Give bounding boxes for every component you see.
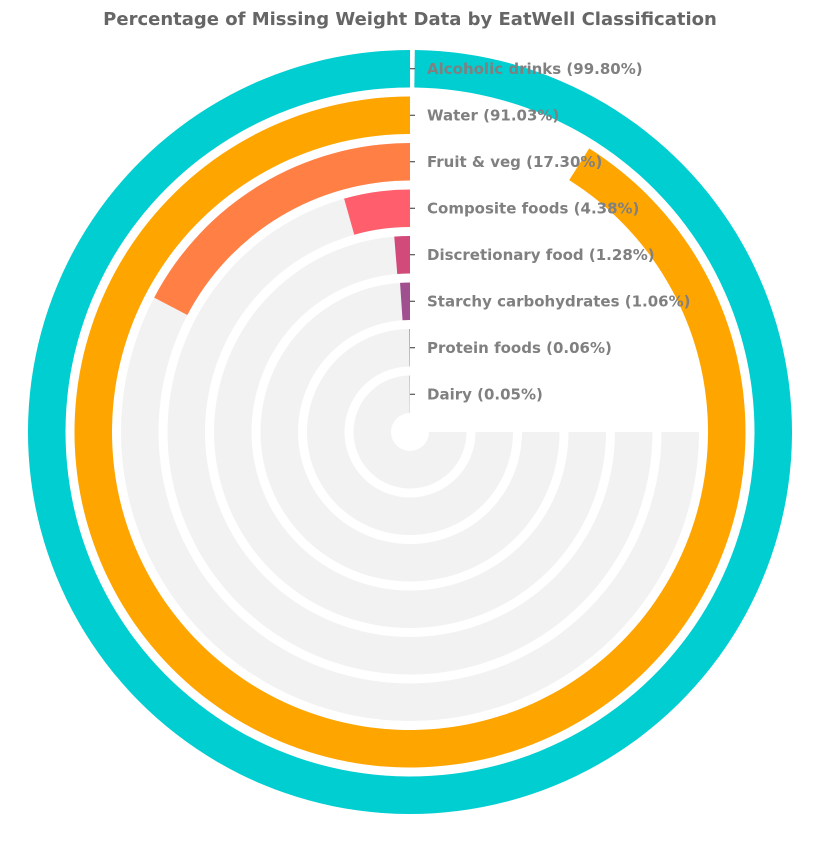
label-protein-foods: Protein foods (0.06%) (427, 339, 612, 357)
bar-arcs (27, 50, 792, 815)
bar-fruit-and-veg (154, 143, 410, 316)
track-rings (28, 50, 792, 814)
label-discretionary-food: Discretionary food (1.28%) (427, 246, 655, 264)
label-alcoholic-drinks: Alcoholic drinks (99.80%) (427, 60, 643, 78)
label-starchy-carbohydrates: Starchy carbohydrates (1.06%) (427, 292, 690, 310)
label-water: Water (91.03%) (427, 106, 559, 124)
chart-title: Percentage of Missing Weight Data by Eat… (103, 9, 717, 30)
track-dairy (353, 375, 467, 489)
bar-composite-foods (344, 189, 410, 235)
bar-discretionary-food (394, 236, 410, 275)
label-ticks (410, 68, 415, 395)
label-dairy: Dairy (0.05%) (427, 385, 543, 403)
label-fruit-and-veg: Fruit & veg (17.30%) (427, 153, 602, 171)
label-composite-foods: Composite foods (4.38%) (427, 199, 639, 217)
track-starchy-carbohydrates (260, 282, 560, 582)
track-protein-foods (307, 329, 513, 535)
category-labels: Alcoholic drinks (99.80%) Water (91.03%) F… (427, 60, 690, 404)
bar-starchy-carbohydrates (400, 282, 410, 321)
